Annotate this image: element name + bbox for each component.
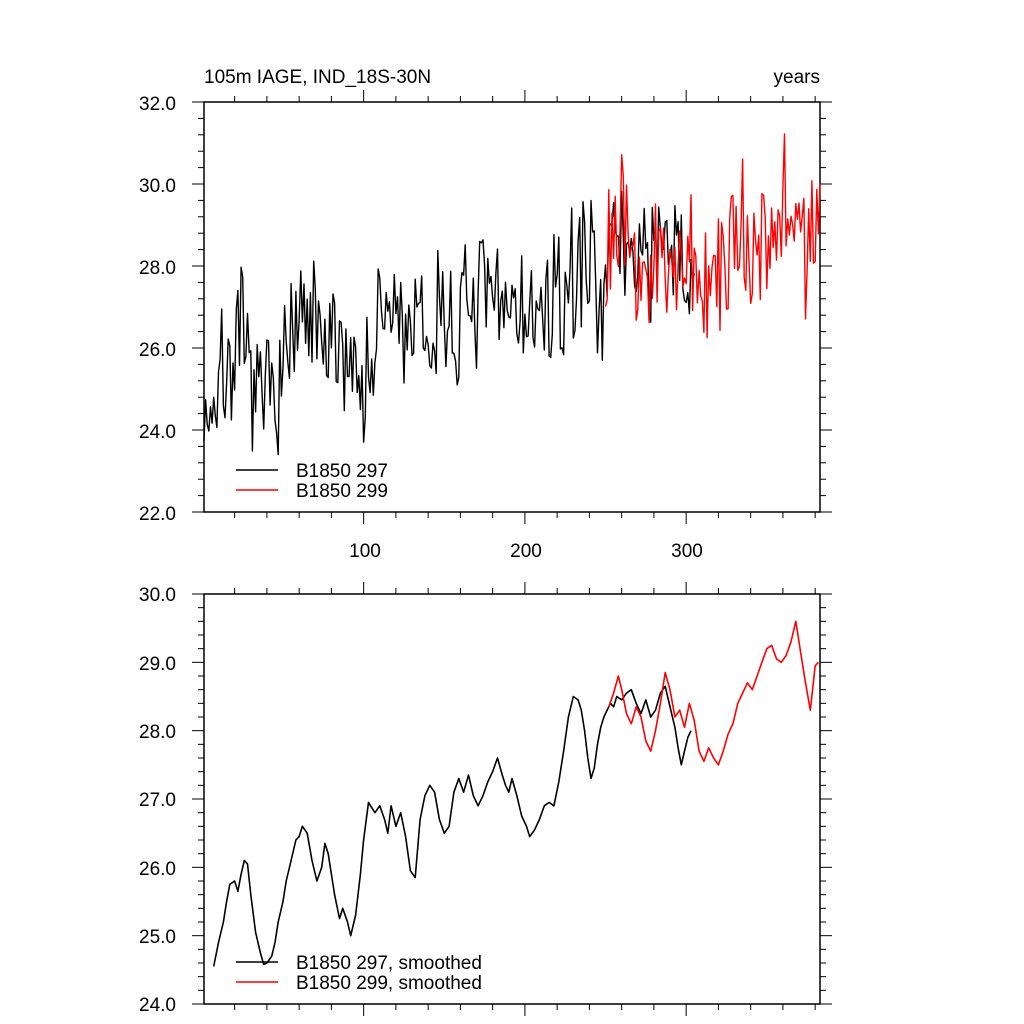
top-panel: 105m IAGE, IND_18S-30N years 22.0 24.0 2… [139, 67, 832, 562]
bottom-axis-ticks [192, 582, 832, 1016]
legend-label-b1850-299-smoothed: B1850 299, smoothed [296, 973, 482, 994]
bottom-ytick-label: 30.0 [139, 585, 176, 606]
top-y-axis-labels: 22.0 24.0 26.0 28.0 30.0 32.0 [139, 94, 176, 525]
top-ytick-label: 30.0 [139, 176, 176, 197]
top-ytick-label: 32.0 [139, 94, 176, 115]
bottom-ytick-label: 28.0 [139, 722, 176, 743]
series-line-b1850-297-smoothed [212, 685, 692, 967]
top-xtick-label: 100 [349, 541, 381, 562]
top-ytick-label: 22.0 [139, 504, 176, 525]
series-line-b1850-299-smoothed [608, 620, 819, 766]
top-ytick-label: 28.0 [139, 258, 176, 279]
top-title-left: 105m IAGE, IND_18S-30N [204, 67, 431, 88]
top-ytick-label: 24.0 [139, 422, 176, 443]
top-plot-frame [203, 101, 821, 513]
legend-label-b1850-297-smoothed: B1850 297, smoothed [296, 953, 482, 974]
bottom-plot-frame [203, 593, 821, 1005]
top-xtick-label: 200 [510, 541, 542, 562]
bottom-ytick-label: 26.0 [139, 859, 176, 880]
top-legend: B1850 297 B1850 299 [236, 461, 388, 502]
top-ytick-label: 26.0 [139, 340, 176, 361]
bottom-y-axis-labels: 24.0 25.0 26.0 27.0 28.0 29.0 30.0 [139, 585, 176, 1016]
top-x-axis-labels: 100 200 300 [349, 541, 703, 562]
legend-label-b1850-299: B1850 299 [296, 481, 388, 502]
bottom-legend: B1850 297, smoothed B1850 299, smoothed [236, 953, 482, 994]
bottom-ytick-label: 25.0 [139, 927, 176, 948]
legend-label-b1850-297: B1850 297 [296, 461, 388, 482]
bottom-panel: 24.0 25.0 26.0 27.0 28.0 29.0 30.0 B1850… [139, 582, 832, 1016]
series-line-b1850-299 [604, 133, 821, 339]
top-title-right: years [774, 67, 820, 88]
bottom-ytick-label: 29.0 [139, 654, 176, 675]
top-axis-ticks [192, 90, 832, 524]
bottom-ytick-label: 27.0 [139, 790, 176, 811]
top-xtick-label: 300 [671, 541, 703, 562]
bottom-ytick-label: 24.0 [139, 995, 176, 1016]
